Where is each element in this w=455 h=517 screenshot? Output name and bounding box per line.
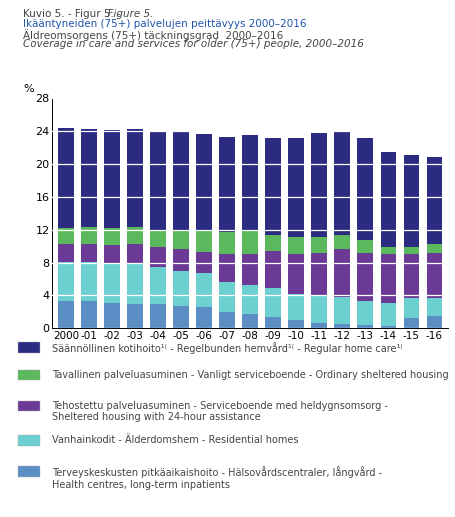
Bar: [426, 298, 442, 316]
Bar: [426, 157, 442, 245]
Bar: [265, 235, 281, 251]
Bar: [197, 273, 212, 307]
Bar: [219, 254, 235, 282]
Bar: [426, 245, 442, 253]
Bar: [288, 254, 304, 294]
Bar: [334, 324, 350, 328]
Bar: [426, 316, 442, 328]
Bar: [358, 139, 373, 239]
Text: Ikääntyneiden (75+) palvelujen peittävyys 2000–2016: Ikääntyneiden (75+) palvelujen peittävyy…: [23, 19, 306, 29]
Bar: [243, 253, 258, 285]
Bar: [380, 151, 396, 247]
Bar: [104, 130, 120, 228]
Bar: [58, 245, 74, 262]
Bar: [173, 249, 189, 271]
Bar: [380, 303, 396, 326]
Bar: [243, 285, 258, 313]
Bar: [58, 262, 74, 301]
Bar: [150, 131, 166, 230]
Bar: [197, 230, 212, 252]
Text: Coverage in care and services for older (75+) people, 2000–2016: Coverage in care and services for older …: [23, 39, 364, 49]
Bar: [81, 262, 97, 301]
Bar: [173, 231, 189, 249]
Bar: [104, 303, 120, 328]
Bar: [150, 267, 166, 305]
Bar: [404, 247, 419, 253]
Bar: [288, 320, 304, 328]
Y-axis label: %: %: [23, 84, 34, 94]
Bar: [104, 228, 120, 245]
Text: Figure 5.: Figure 5.: [23, 9, 154, 19]
Bar: [173, 306, 189, 328]
Bar: [58, 128, 74, 228]
Text: Äldreomsorgens (75+) täckningsgrad  2000–2016: Äldreomsorgens (75+) täckningsgrad 2000–…: [23, 29, 283, 41]
Bar: [58, 228, 74, 245]
Bar: [380, 254, 396, 303]
Bar: [312, 253, 327, 296]
Bar: [358, 325, 373, 328]
Bar: [404, 253, 419, 298]
Bar: [312, 133, 327, 237]
Bar: [104, 245, 120, 263]
Bar: [219, 282, 235, 312]
Bar: [358, 253, 373, 301]
Bar: [265, 288, 281, 317]
Bar: [404, 318, 419, 328]
Bar: [81, 245, 97, 262]
Bar: [380, 326, 396, 328]
Bar: [243, 313, 258, 328]
Bar: [127, 303, 143, 328]
Bar: [150, 230, 166, 247]
Bar: [380, 247, 396, 254]
Bar: [358, 301, 373, 325]
Bar: [127, 245, 143, 264]
Bar: [173, 132, 189, 231]
Text: Tehostettu palveluasuminen - Serviceboende med heldygnsomsorg -
Sheltered housin: Tehostettu palveluasuminen - Serviceboen…: [52, 401, 388, 422]
Bar: [127, 264, 143, 303]
Bar: [265, 138, 281, 235]
Bar: [334, 132, 350, 235]
Text: Säännöllinen kotihoito¹⁽ - Regelbunden hemvård¹⁽ - Regular home care¹⁽: Säännöllinen kotihoito¹⁽ - Regelbunden h…: [52, 342, 403, 354]
Text: Vanhainkodit - Älderdomshem - Residential homes: Vanhainkodit - Älderdomshem - Residentia…: [52, 435, 299, 445]
Bar: [219, 232, 235, 254]
Bar: [58, 301, 74, 328]
Bar: [197, 133, 212, 230]
Bar: [404, 298, 419, 318]
Bar: [81, 301, 97, 328]
Text: Terveyskeskusten pitkäaikaishoito - Hälsovårdscentraler, långvård -
Health centr: Terveyskeskusten pitkäaikaishoito - Häls…: [52, 466, 383, 490]
Bar: [288, 294, 304, 320]
Bar: [312, 237, 327, 253]
Bar: [334, 297, 350, 324]
Text: Kuvio 5. - Figur 5. -: Kuvio 5. - Figur 5. -: [23, 9, 124, 19]
Bar: [243, 135, 258, 231]
Bar: [312, 323, 327, 328]
Text: Tavallinen palveluasuminen - Vanligt serviceboende - Ordinary sheltered housing: Tavallinen palveluasuminen - Vanligt ser…: [52, 370, 449, 379]
Bar: [219, 137, 235, 232]
Bar: [127, 227, 143, 245]
Bar: [197, 307, 212, 328]
Bar: [81, 227, 97, 245]
Bar: [81, 129, 97, 227]
Bar: [334, 249, 350, 297]
Bar: [358, 239, 373, 253]
Bar: [334, 235, 350, 249]
Bar: [288, 237, 304, 254]
Bar: [426, 253, 442, 298]
Bar: [104, 263, 120, 303]
Bar: [288, 139, 304, 237]
Bar: [312, 296, 327, 323]
Bar: [173, 271, 189, 306]
Bar: [150, 305, 166, 328]
Bar: [404, 155, 419, 247]
Bar: [265, 251, 281, 288]
Bar: [265, 317, 281, 328]
Bar: [127, 129, 143, 227]
Bar: [219, 312, 235, 328]
Bar: [243, 231, 258, 253]
Bar: [150, 247, 166, 267]
Bar: [197, 252, 212, 273]
